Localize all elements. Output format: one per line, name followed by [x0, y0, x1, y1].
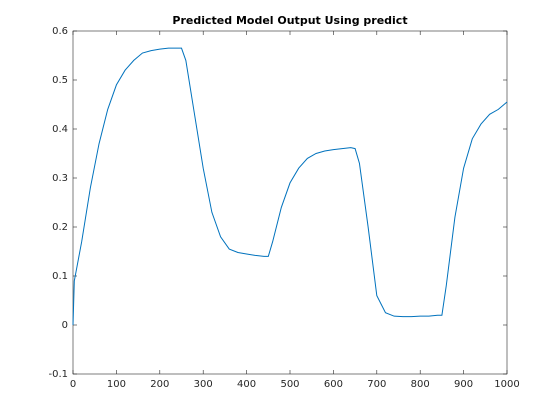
x-tick-label: 900 — [454, 379, 473, 390]
y-tick-label: 0.1 — [52, 271, 68, 282]
y-tick-label: 0.4 — [52, 124, 68, 135]
y-tick-label: 0.3 — [52, 173, 68, 184]
y-tick-label: 0.2 — [52, 222, 68, 233]
x-tick-label: 200 — [150, 379, 169, 390]
x-tick-label: 100 — [107, 379, 126, 390]
x-tick-label: 600 — [324, 379, 343, 390]
axes-box — [72, 30, 508, 375]
x-tick-label: 1000 — [494, 379, 519, 390]
x-tick-label: 300 — [194, 379, 213, 390]
y-tick-label: -0.1 — [48, 369, 68, 380]
x-tick-label: 700 — [367, 379, 386, 390]
x-tick-label: 800 — [411, 379, 430, 390]
data-line — [72, 47, 508, 326]
x-tick-label: 0 — [70, 379, 76, 390]
y-tick-label: 0 — [62, 320, 68, 331]
x-tick-label: 400 — [237, 379, 256, 390]
y-tick-label: 0.6 — [52, 26, 68, 37]
y-tick-label: 0.5 — [52, 75, 68, 86]
chart-title: Predicted Model Output Using predict — [172, 14, 407, 27]
x-tick-label: 500 — [280, 379, 299, 390]
